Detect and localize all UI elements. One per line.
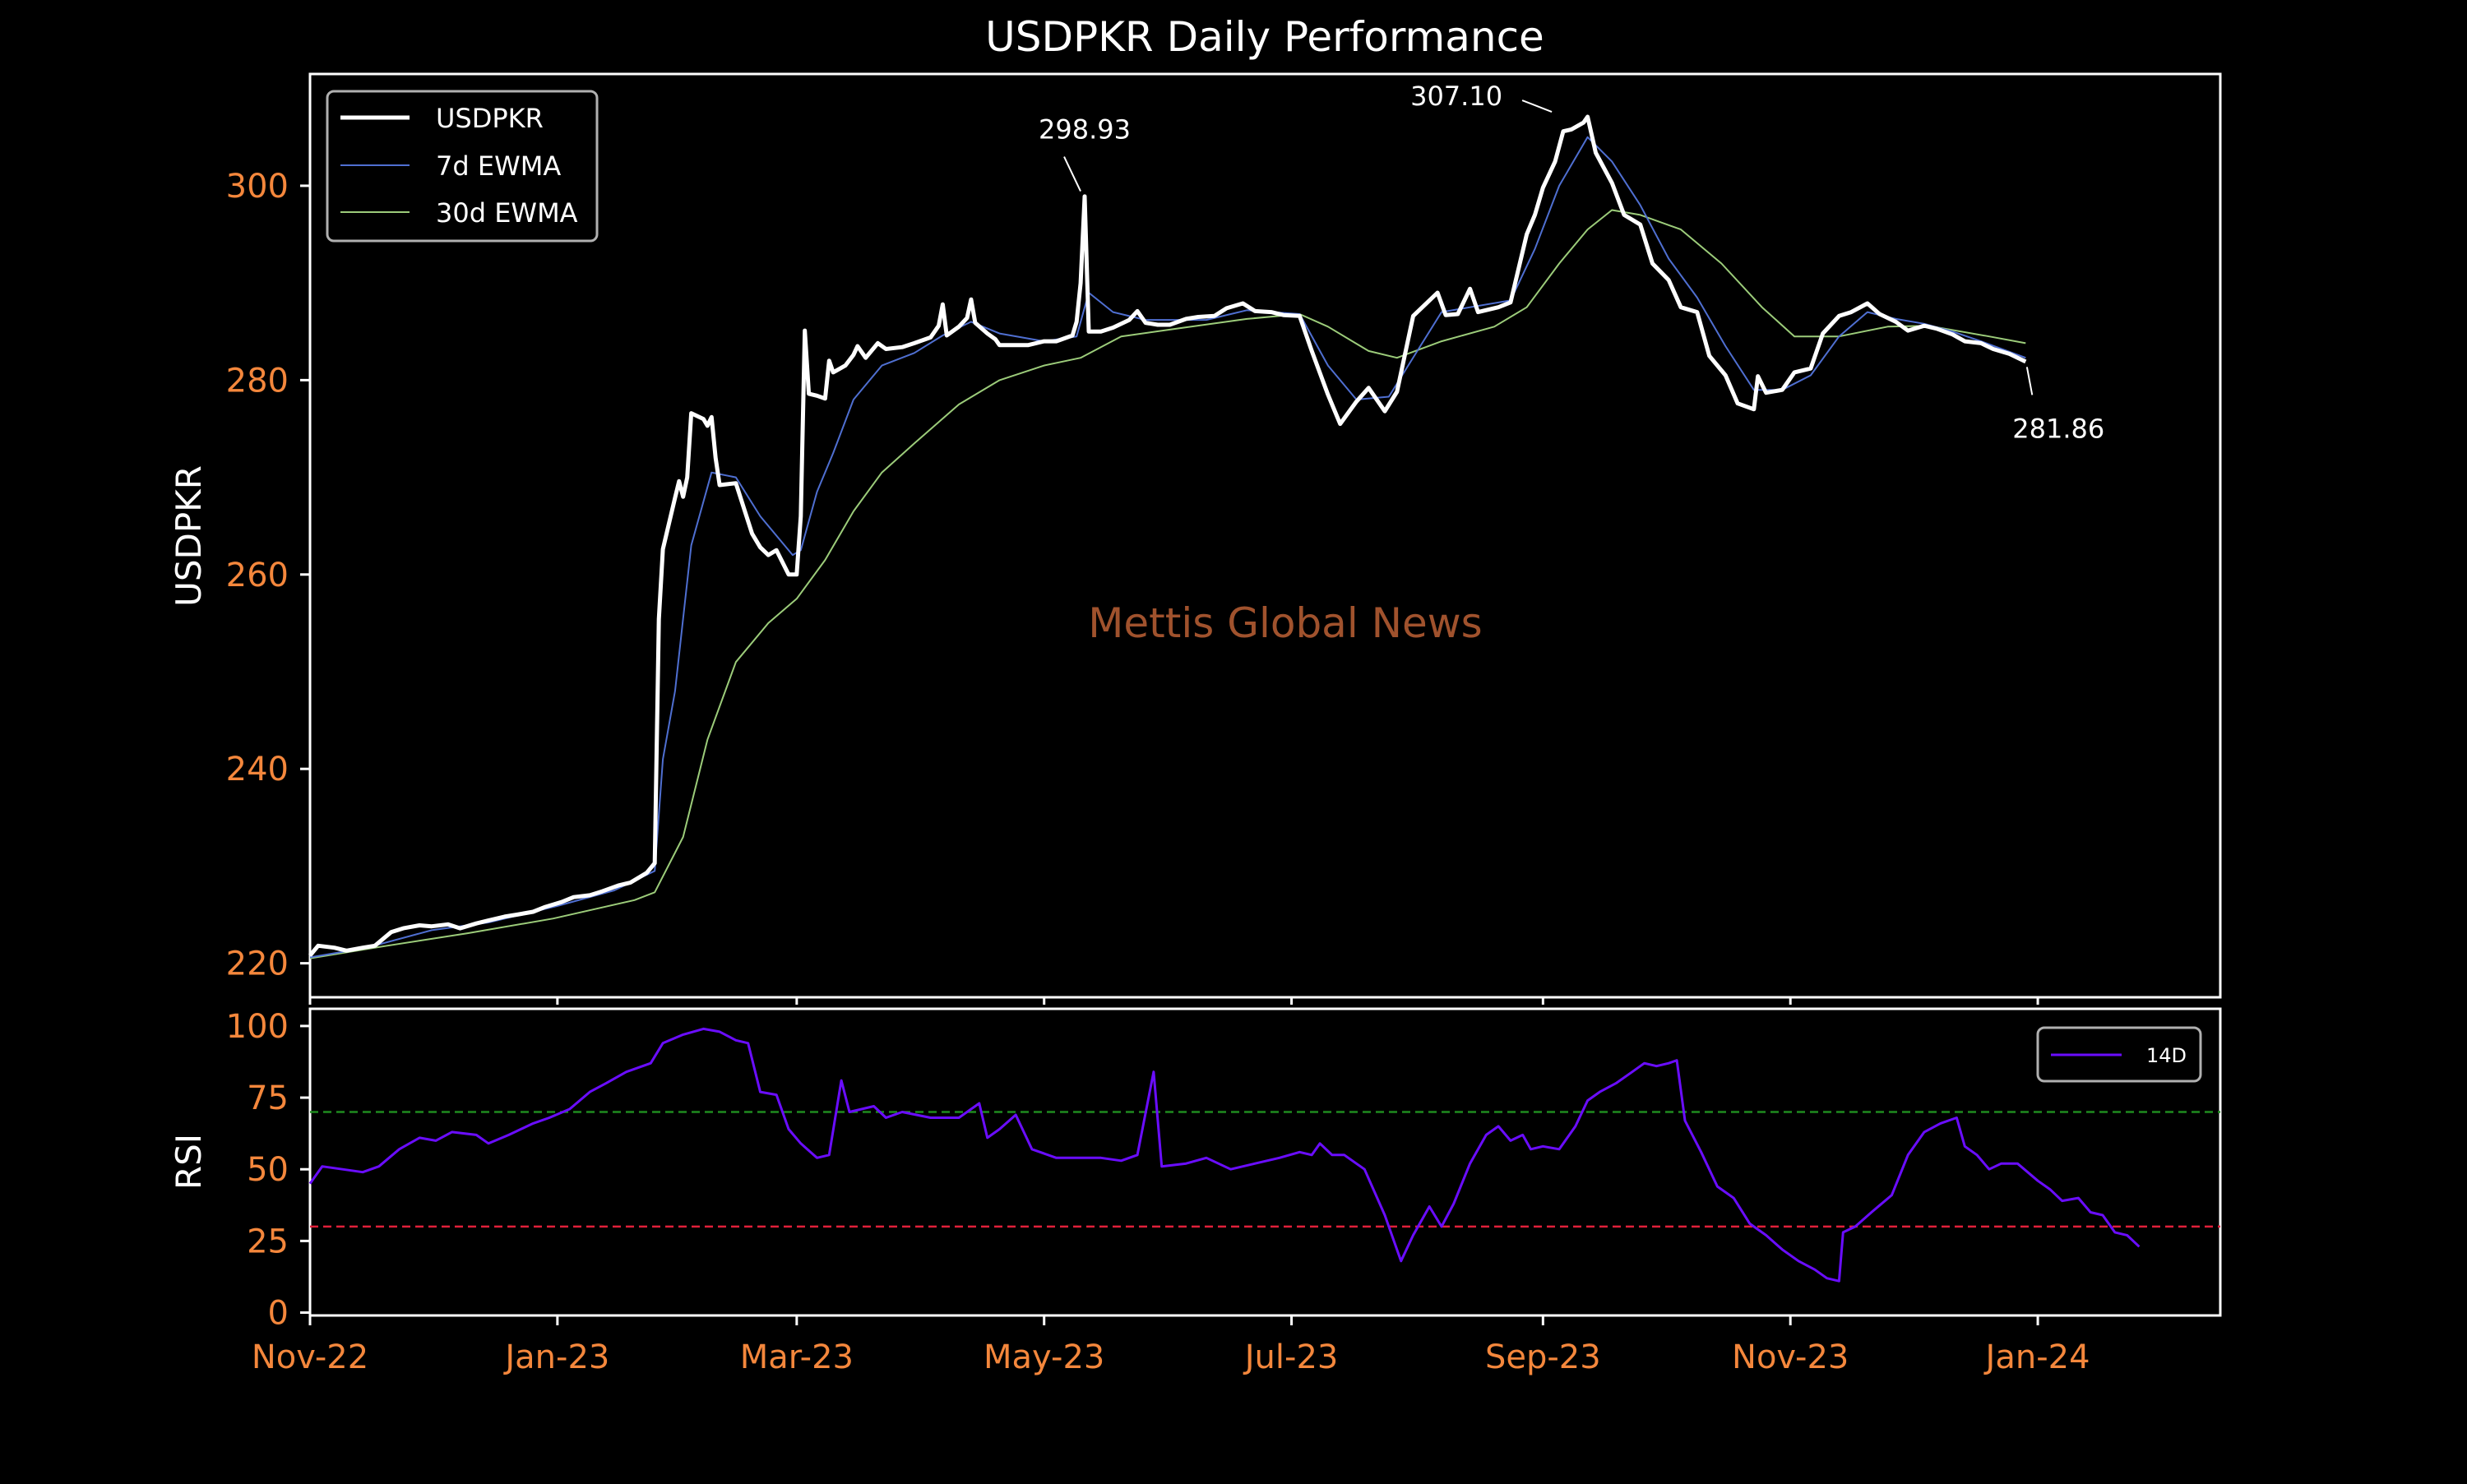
price-y-tick-label: 280 xyxy=(226,362,289,400)
x-tick-label: Jan-23 xyxy=(502,1338,609,1376)
series-line-30d-ewma xyxy=(309,209,2026,959)
rsi-y-tick-label: 100 xyxy=(226,1008,289,1046)
annotation-pointer xyxy=(2025,367,2034,395)
x-axis-ticks: Nov-22 Jan-23 Mar-23 May-23 Jul-23 Sep-23 Nov-… xyxy=(252,997,2090,1376)
rsi-y-axis-label: RSI xyxy=(169,1134,209,1190)
price-legend-box xyxy=(326,90,599,243)
rsi-threshold-lines xyxy=(310,1111,2220,1228)
rsi-series-lines xyxy=(308,1027,2141,1283)
price-series-lines xyxy=(308,114,2027,959)
price-y-tick-label: 300 xyxy=(226,168,289,206)
x-tick-label: Jul-23 xyxy=(1243,1338,1339,1376)
price-panel-frame xyxy=(308,72,2222,999)
legend-label-usdpkr: USDPKR xyxy=(436,103,544,134)
rsi-line-14d xyxy=(308,1027,2141,1283)
series-line-usdpkr xyxy=(308,114,2027,957)
price-y-ticks: 220 240 260 280 300 xyxy=(226,168,310,983)
annotation-pointer xyxy=(1521,99,1553,113)
x-tick-label: Nov-22 xyxy=(252,1338,368,1376)
price-y-tick-label: 260 xyxy=(226,557,289,594)
price-y-tick-label: 240 xyxy=(226,751,289,788)
legend-label-30d-ewma: 30d EWMA xyxy=(436,197,578,229)
rsi-y-tick-label: 50 xyxy=(247,1151,289,1189)
annotation-label: 307.10 xyxy=(1410,81,1502,112)
rsi-y-tick-label: 75 xyxy=(247,1079,289,1117)
x-tick-label: Mar-23 xyxy=(740,1338,854,1376)
price-y-axis-label: USDPKR xyxy=(169,465,209,607)
legend-label-14d: 14D xyxy=(2146,1044,2187,1067)
price-annotations: 298.93 307.10 281.86 xyxy=(1039,81,2104,444)
x-tick-label: Nov-23 xyxy=(1732,1338,1849,1376)
annotation-label: 281.86 xyxy=(2012,413,2104,444)
rsi-y-ticks: 0 25 50 75 100 xyxy=(226,1008,310,1333)
x-tick-label: May-23 xyxy=(984,1338,1104,1376)
price-legend: USDPKR 7d EWMA 30d EWMA xyxy=(326,90,599,243)
legend-label-7d-ewma: 7d EWMA xyxy=(436,150,561,182)
watermark: Mettis Global News xyxy=(1088,599,1482,647)
x-tick-label: Jan-24 xyxy=(1983,1338,2090,1376)
x-tick-label: Sep-23 xyxy=(1485,1338,1601,1376)
rsi-y-tick-label: 0 xyxy=(268,1295,289,1333)
rsi-legend: 14D xyxy=(2036,1026,2202,1083)
annotation-label: 298.93 xyxy=(1039,114,1131,146)
series-line-7d-ewma xyxy=(309,136,2026,959)
chart-title: USDPKR Daily Performance xyxy=(985,13,1544,61)
annotation-pointer xyxy=(1063,156,1081,192)
price-y-tick-label: 220 xyxy=(226,945,289,983)
rsi-y-tick-label: 25 xyxy=(247,1223,289,1260)
rsi-panel-frame xyxy=(308,1007,2222,1317)
